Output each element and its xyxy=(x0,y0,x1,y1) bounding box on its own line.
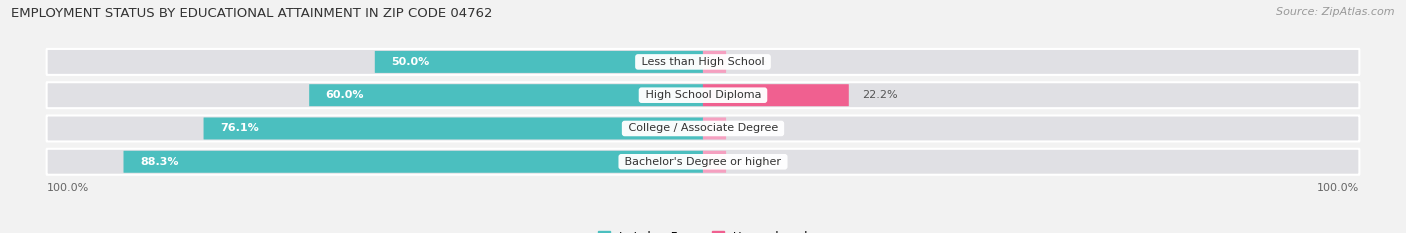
Text: 22.2%: 22.2% xyxy=(862,90,897,100)
Text: 0.0%: 0.0% xyxy=(740,157,768,167)
FancyBboxPatch shape xyxy=(703,84,849,106)
Text: Bachelor's Degree or higher: Bachelor's Degree or higher xyxy=(621,157,785,167)
Legend: In Labor Force, Unemployed: In Labor Force, Unemployed xyxy=(593,226,813,233)
Text: Source: ZipAtlas.com: Source: ZipAtlas.com xyxy=(1277,7,1395,17)
FancyBboxPatch shape xyxy=(124,151,703,173)
FancyBboxPatch shape xyxy=(46,49,1360,75)
Text: 76.1%: 76.1% xyxy=(221,123,259,134)
FancyBboxPatch shape xyxy=(46,82,1360,108)
Text: 60.0%: 60.0% xyxy=(326,90,364,100)
Text: College / Associate Degree: College / Associate Degree xyxy=(624,123,782,134)
FancyBboxPatch shape xyxy=(309,84,703,106)
FancyBboxPatch shape xyxy=(204,117,703,140)
FancyBboxPatch shape xyxy=(703,51,725,73)
FancyBboxPatch shape xyxy=(703,151,725,173)
Text: High School Diploma: High School Diploma xyxy=(641,90,765,100)
FancyBboxPatch shape xyxy=(46,149,1360,175)
Text: 88.3%: 88.3% xyxy=(141,157,179,167)
Text: 100.0%: 100.0% xyxy=(46,183,89,193)
Text: 100.0%: 100.0% xyxy=(1317,183,1360,193)
Text: 0.0%: 0.0% xyxy=(740,57,768,67)
Text: 0.0%: 0.0% xyxy=(740,123,768,134)
FancyBboxPatch shape xyxy=(703,117,725,140)
FancyBboxPatch shape xyxy=(46,116,1360,141)
Text: EMPLOYMENT STATUS BY EDUCATIONAL ATTAINMENT IN ZIP CODE 04762: EMPLOYMENT STATUS BY EDUCATIONAL ATTAINM… xyxy=(11,7,492,20)
Text: 50.0%: 50.0% xyxy=(391,57,430,67)
FancyBboxPatch shape xyxy=(375,51,703,73)
Text: Less than High School: Less than High School xyxy=(638,57,768,67)
